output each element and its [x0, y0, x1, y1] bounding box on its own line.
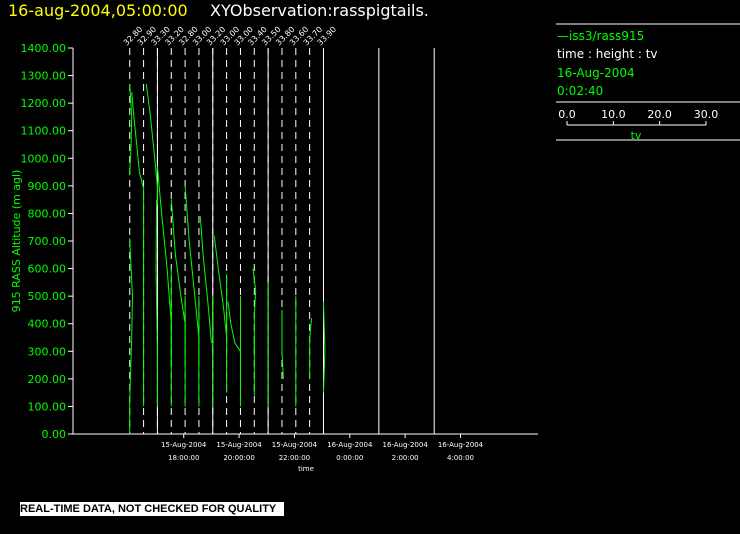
- trace-segment: [184, 185, 200, 366]
- y-tick-label: 1000.00: [21, 152, 67, 165]
- data-traces: [129, 83, 326, 434]
- y-tick-label: 400.00: [28, 318, 67, 331]
- chart-date-title: 16-aug-2004,05:00:00: [8, 1, 188, 20]
- x-tick-date-label: 15-Aug-2004: [272, 441, 318, 449]
- trace-segment: [309, 318, 313, 379]
- x-tick-time-label: 22:00:00: [279, 454, 310, 462]
- x-tick-date-label: 16-Aug-2004: [327, 441, 373, 449]
- legend-date: 16-Aug-2004: [557, 66, 635, 80]
- y-axis-ticks: 0.00 100.00 200.00 300.00 400.00 500.00 600.00…: [21, 42, 73, 441]
- legend-scale-tick-label: 0.0: [558, 108, 576, 121]
- x-tick-date-label: 15-Aug-2004: [161, 441, 207, 449]
- y-tick-label: 700.00: [28, 235, 67, 248]
- x-tick-date-label: 16-Aug-2004: [382, 441, 428, 449]
- x-tick-time-label: 18:00:00: [168, 454, 199, 462]
- legend-series-line: —iss3/rass915: [557, 29, 645, 43]
- trace-segment: [131, 92, 145, 407]
- trace-segment: [281, 309, 284, 379]
- legend-scale-tick-label: 10.0: [601, 108, 626, 121]
- legend-scale: 0.0 10.0 20.0 30.0 tv: [558, 108, 718, 142]
- trace-segment: [129, 238, 134, 434]
- x-tick-time-label: 2:00:00: [392, 454, 419, 462]
- x-tick-date-label: 16-Aug-2004: [438, 441, 484, 449]
- x-axis-ticks: 15-Aug-2004 18:00:00 15-Aug-2004 20:00:00 15…: [161, 434, 484, 462]
- legend-scale-tick-label: 30.0: [694, 108, 719, 121]
- y-tick-label: 1200.00: [21, 97, 67, 110]
- x-tick-time-label: 4:00:00: [447, 454, 474, 462]
- reference-lines: 32.8032.9033.3033.2032.8033.0033.2033.00…: [122, 25, 435, 434]
- trace-segment: [213, 235, 228, 338]
- y-tick-label: 100.00: [28, 400, 67, 413]
- x-tick-date-label: 15-Aug-2004: [216, 441, 262, 449]
- y-tick-label: 500.00: [28, 290, 67, 303]
- x-tick-time-label: 0:00:00: [336, 454, 363, 462]
- y-tick-label: 800.00: [28, 207, 67, 220]
- y-tick-label: 1100.00: [21, 125, 67, 138]
- trace-segment: [252, 268, 257, 352]
- trace-segment: [155, 199, 158, 407]
- y-tick-label: 300.00: [28, 345, 67, 358]
- legend-scale-tick-label: 20.0: [647, 108, 672, 121]
- chart-title: XYObservation:rasspigtails.: [210, 1, 429, 20]
- trace-segment: [129, 83, 133, 175]
- x-tick-time-label: 20:00:00: [223, 454, 254, 462]
- y-tick-label: 600.00: [28, 263, 67, 276]
- trace-segment: [145, 83, 158, 206]
- legend-scale-label: tv: [631, 129, 642, 142]
- legend-description: time : height : tv: [557, 47, 658, 61]
- legend-duration: 0:02:40: [557, 84, 604, 98]
- trace-segment: [170, 199, 186, 366]
- x-axis-label: time: [298, 465, 314, 473]
- y-tick-label: 200.00: [28, 373, 67, 386]
- trace-segment: [227, 301, 241, 352]
- trace-segment: [199, 216, 212, 344]
- y-tick-label: 1400.00: [21, 42, 67, 55]
- quality-note: REAL-TIME DATA, NOT CHECKED FOR QUALITY: [20, 502, 285, 516]
- y-tick-label: 0.00: [42, 428, 67, 441]
- trace-segment: [323, 301, 326, 393]
- y-axis-label: 915 RASS Altitude (m agl): [10, 170, 23, 313]
- y-tick-label: 1300.00: [21, 70, 67, 83]
- trace-segment: [156, 166, 172, 366]
- y-tick-label: 900.00: [28, 180, 67, 193]
